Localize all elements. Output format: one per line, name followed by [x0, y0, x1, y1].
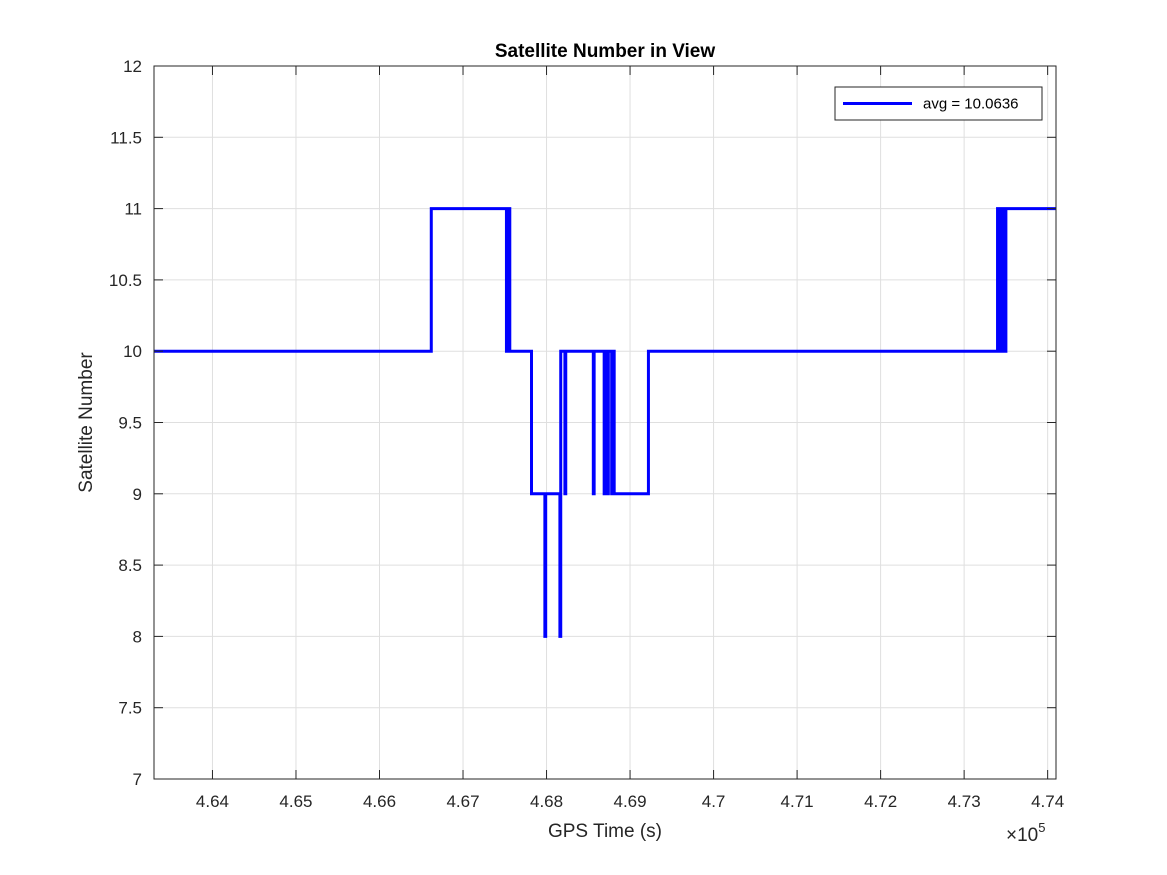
y-tick-label: 9.5 — [118, 414, 142, 433]
y-tick-label: 11 — [124, 200, 142, 219]
x-tick-label: 4.64 — [196, 792, 229, 811]
series-line — [154, 207, 1056, 638]
x-tick-label: 4.65 — [279, 792, 312, 811]
x-tick-labels: 4.64 4.65 4.66 4.67 4.68 4.69 4.7 4.71 4.72 4.73 4… — [196, 792, 1064, 811]
y-tick-label: 10 — [123, 342, 142, 361]
x-axis-exponent-base: ×10 — [1006, 825, 1038, 846]
legend: avg = 10.0636 — [834, 86, 1043, 121]
y-tick-label: 9 — [133, 485, 142, 504]
y-tick-label: 11.5 — [110, 128, 142, 147]
x-tick-label: 4.67 — [446, 792, 479, 811]
x-tick-label: 4.74 — [1031, 792, 1064, 811]
y-tick-labels: 7 7.5 8 8.5 9 9.5 10 10.5 11 11.5 12 — [109, 57, 142, 789]
y-tick-label: 8 — [133, 627, 142, 646]
y-tick-label: 8.5 — [118, 556, 142, 575]
series-layer — [154, 207, 1056, 638]
x-axis-exponent-power: 5 — [1038, 820, 1045, 835]
y-tick-label: 7 — [133, 770, 142, 789]
tick-marks — [154, 65, 1056, 780]
x-tick-label: 4.73 — [948, 792, 981, 811]
x-tick-label: 4.7 — [702, 792, 726, 811]
x-tick-label: 4.71 — [781, 792, 814, 811]
x-tick-label: 4.72 — [864, 792, 897, 811]
x-axis-exponent: ×105 — [1006, 820, 1045, 846]
y-tick-label: 12 — [123, 57, 142, 76]
x-tick-label: 4.69 — [614, 792, 647, 811]
y-axis-label: Satellite Number — [76, 352, 97, 493]
x-tick-label: 4.68 — [530, 792, 563, 811]
y-tick-label: 7.5 — [118, 699, 142, 718]
x-tick-label: 4.66 — [363, 792, 396, 811]
y-tick-label: 10.5 — [109, 271, 142, 290]
chart-title: Satellite Number in View — [495, 41, 716, 62]
legend-series-label: avg = 10.0636 — [923, 96, 1019, 113]
x-axis-label: GPS Time (s) — [548, 821, 662, 842]
